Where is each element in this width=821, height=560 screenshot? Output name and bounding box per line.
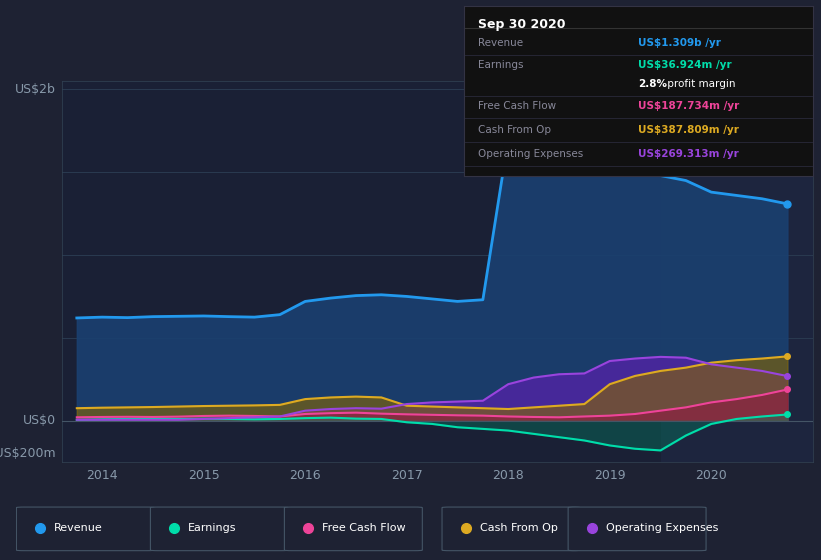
FancyBboxPatch shape bbox=[284, 507, 422, 550]
FancyBboxPatch shape bbox=[442, 507, 580, 550]
Text: Free Cash Flow: Free Cash Flow bbox=[478, 101, 556, 111]
Text: Earnings: Earnings bbox=[188, 523, 236, 533]
Text: US$0: US$0 bbox=[23, 414, 56, 427]
Text: US$387.809m /yr: US$387.809m /yr bbox=[639, 125, 739, 136]
Text: US$2b: US$2b bbox=[15, 83, 56, 96]
Text: Revenue: Revenue bbox=[478, 38, 523, 48]
Text: Operating Expenses: Operating Expenses bbox=[478, 149, 583, 159]
Text: US$36.924m /yr: US$36.924m /yr bbox=[639, 60, 732, 71]
Text: US$187.734m /yr: US$187.734m /yr bbox=[639, 101, 740, 111]
Text: Revenue: Revenue bbox=[54, 523, 103, 533]
Text: profit margin: profit margin bbox=[664, 79, 736, 89]
FancyBboxPatch shape bbox=[568, 507, 706, 550]
Text: Free Cash Flow: Free Cash Flow bbox=[322, 523, 406, 533]
Text: Operating Expenses: Operating Expenses bbox=[606, 523, 718, 533]
Text: Cash From Op: Cash From Op bbox=[479, 523, 557, 533]
Text: Earnings: Earnings bbox=[478, 60, 523, 71]
FancyBboxPatch shape bbox=[16, 507, 154, 550]
Text: -US$200m: -US$200m bbox=[0, 447, 56, 460]
Text: 2.8%: 2.8% bbox=[639, 79, 667, 89]
FancyBboxPatch shape bbox=[150, 507, 288, 550]
Text: US$269.313m /yr: US$269.313m /yr bbox=[639, 149, 739, 159]
Bar bbox=[661, 81, 813, 462]
Text: Sep 30 2020: Sep 30 2020 bbox=[478, 17, 566, 31]
Text: Cash From Op: Cash From Op bbox=[478, 125, 551, 136]
Text: US$1.309b /yr: US$1.309b /yr bbox=[639, 38, 721, 48]
